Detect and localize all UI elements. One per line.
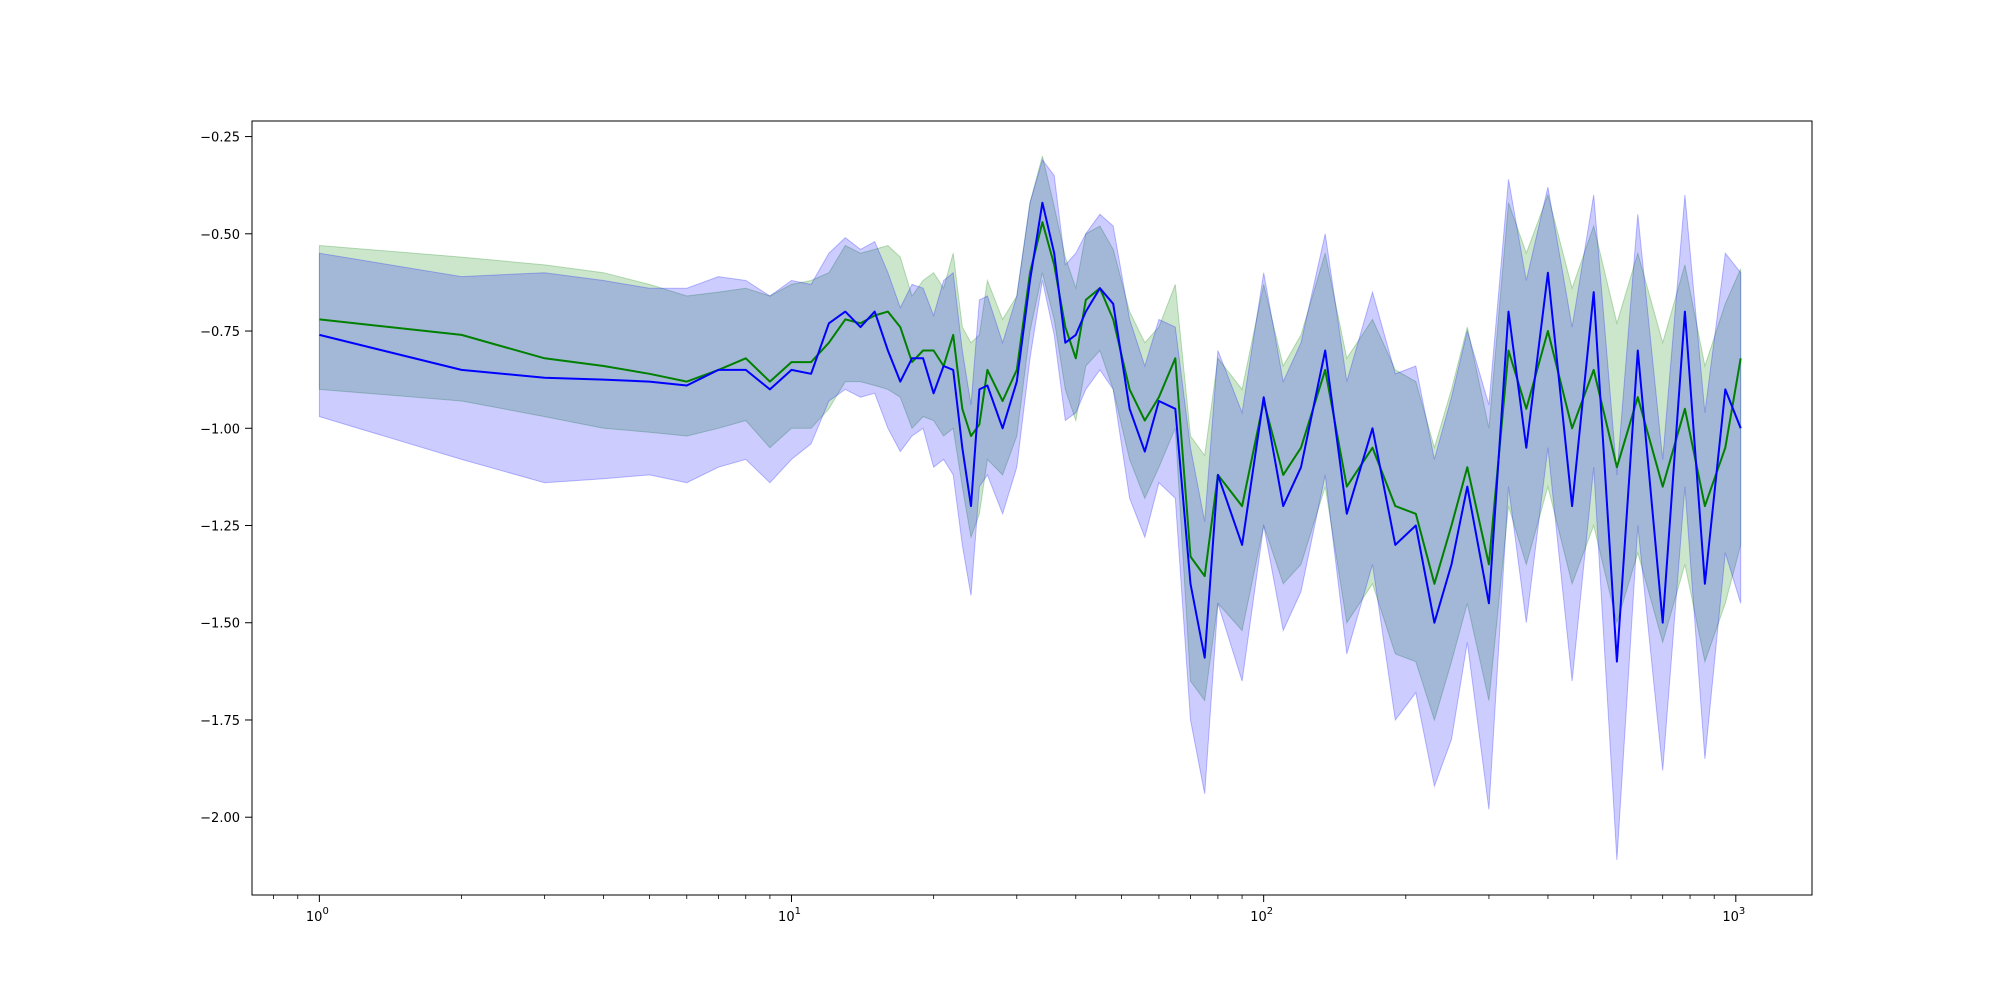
y-tick-label: −1.00: [200, 422, 240, 437]
y-tick-label: −1.25: [200, 520, 240, 535]
series-1-line: [319, 221, 1742, 585]
x-tick-label: 101: [778, 906, 801, 925]
x-tick-label: 102: [1250, 906, 1273, 925]
series-2-band: [318, 158, 1742, 861]
plot-area-frame: [251, 120, 1813, 896]
series-1-band: [318, 155, 1742, 722]
y-tick-label: −1.50: [200, 617, 240, 632]
series-2-line: [319, 201, 1742, 663]
series-lines: [319, 201, 1742, 663]
x-tick-label: 100: [306, 906, 329, 925]
confidence-bands: [318, 155, 1742, 861]
y-tick-label: −0.75: [200, 325, 240, 340]
y-tick-label: −0.50: [200, 228, 240, 243]
y-tick-label: −2.00: [200, 811, 240, 826]
y-tick-label: −0.25: [200, 131, 240, 146]
x-axis: 100 101 102 103: [273, 895, 1745, 925]
y-axis: −0.25 −0.50 −0.75 −1.00 −1.25 −1.50 −1.75 −2.00: [200, 131, 252, 826]
y-tick-label: −1.75: [200, 714, 240, 729]
x-tick-label: 103: [1722, 906, 1745, 925]
